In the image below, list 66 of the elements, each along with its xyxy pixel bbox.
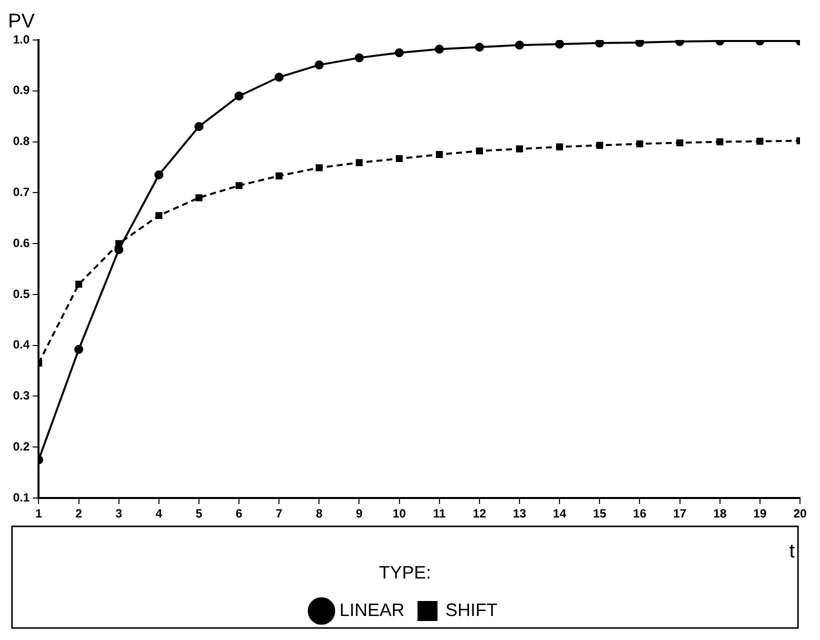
y-tick-label: 0.7	[12, 184, 30, 199]
x-tick-label: 20	[793, 506, 807, 521]
point	[515, 40, 524, 50]
point	[194, 122, 204, 132]
x-tick-label: 18	[713, 506, 727, 521]
legend-title: TYPE:	[378, 562, 432, 582]
point	[276, 172, 283, 180]
x-tick-label: 7	[276, 506, 283, 521]
point	[314, 60, 324, 70]
point	[155, 212, 162, 220]
point	[555, 40, 564, 49]
x-tick-label: 10	[392, 506, 406, 521]
x-tick-label: 11	[433, 506, 446, 521]
point	[516, 145, 523, 152]
point	[75, 280, 82, 288]
point	[556, 143, 564, 150]
point	[195, 194, 202, 202]
point	[474, 42, 484, 52]
x-tick-label: 8	[316, 506, 323, 521]
point	[356, 159, 363, 166]
y-tick-label: 1.0	[12, 32, 30, 46]
y-tick-label: 0.4	[12, 338, 30, 352]
point	[74, 344, 84, 354]
x-tick-label: 5	[196, 506, 203, 521]
point	[434, 44, 444, 54]
y-tick-label: 0.9	[12, 83, 30, 98]
x-axis-title: t	[789, 540, 796, 563]
point	[154, 170, 164, 180]
y-tick-label: 0.6	[12, 236, 30, 250]
point	[396, 155, 403, 162]
y-tick-label: 0.5	[12, 286, 30, 301]
point	[354, 53, 364, 62]
point	[436, 151, 443, 158]
y-axis-title: PV	[8, 10, 36, 33]
point	[676, 139, 684, 146]
y-tick-label: 0.2	[12, 439, 30, 454]
legend-label: LINEAR	[339, 600, 405, 620]
x-tick-label: 16	[633, 506, 647, 521]
x-tick-label: 9	[356, 506, 363, 521]
point	[635, 40, 644, 48]
x-tick-label: 12	[472, 506, 486, 521]
x-tick-label: 2	[75, 506, 82, 521]
x-tick-label: 1	[35, 506, 42, 521]
point	[756, 138, 764, 145]
x-tick-label: 14	[552, 506, 567, 521]
x-tick-label: 4	[156, 506, 163, 521]
x-tick-label: 6	[236, 506, 243, 521]
y-tick-label: 0.8	[12, 134, 30, 148]
point	[394, 48, 404, 58]
y-tick-label: 0.3	[12, 388, 30, 403]
point	[316, 164, 323, 172]
x-tick-label: 13	[512, 506, 527, 521]
point	[274, 72, 284, 82]
point	[636, 140, 644, 148]
point	[476, 147, 483, 154]
x-tick-label: 3	[115, 506, 122, 521]
point	[236, 182, 243, 190]
x-tick-label: 15	[592, 506, 607, 521]
point	[596, 142, 604, 149]
x-tick-label: 19	[753, 506, 767, 521]
x-tick-label: 17	[673, 506, 687, 521]
point	[234, 91, 244, 100]
y-tick-label: 0.1	[12, 490, 30, 504]
legend-label: SHIFT	[446, 600, 498, 620]
point	[595, 40, 604, 48]
point	[716, 138, 724, 146]
